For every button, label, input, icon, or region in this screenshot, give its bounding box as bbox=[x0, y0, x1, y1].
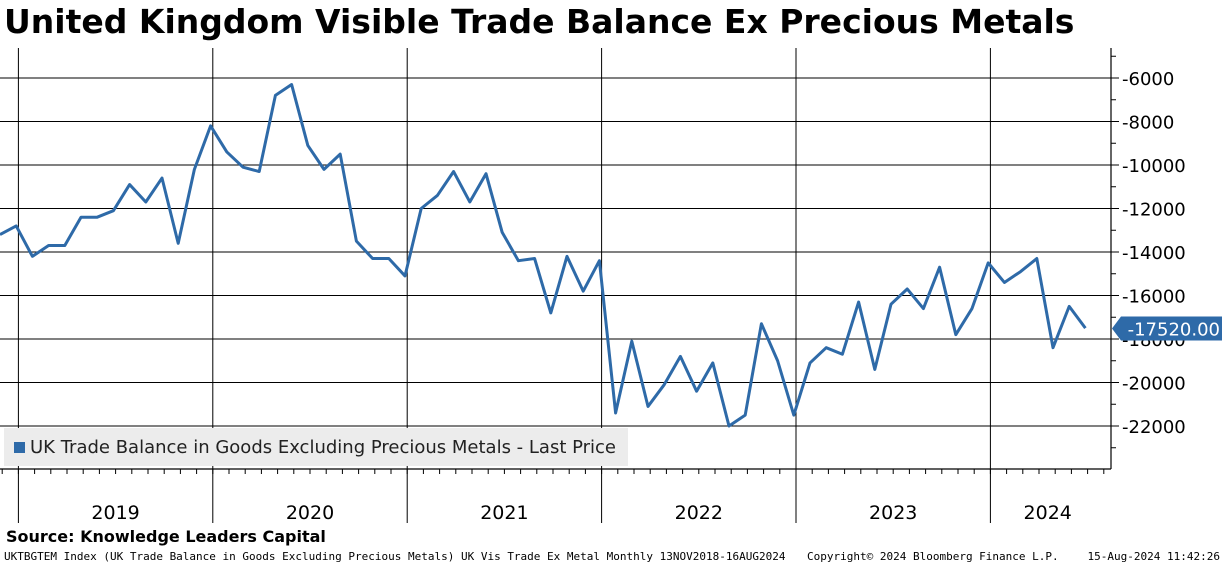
legend-entry-label: UK Trade Balance in Goods Excluding Prec… bbox=[30, 436, 617, 458]
y-tick-label: -10000 bbox=[1122, 156, 1186, 177]
x-tick-label: 2024 bbox=[1024, 502, 1072, 524]
y-tick-label: -6000 bbox=[1122, 69, 1174, 90]
source-note: Source: Knowledge Leaders Capital bbox=[6, 527, 326, 546]
y-tick-label: -8000 bbox=[1122, 113, 1174, 134]
legend-swatch bbox=[14, 441, 25, 453]
last-value-label-group: -17520.00 bbox=[1112, 316, 1222, 341]
x-tick-label: 2022 bbox=[675, 502, 723, 524]
last-value-label: -17520.00 bbox=[1128, 320, 1220, 341]
y-tick-label: -14000 bbox=[1122, 243, 1186, 264]
chart-title: United Kingdom Visible Trade Balance Ex … bbox=[4, 2, 1075, 41]
series-line bbox=[0, 83, 1087, 428]
x-tick-label: 2021 bbox=[480, 502, 528, 524]
x-axis: 2019 2020 2021 2022 2023 2024 bbox=[0, 468, 1111, 524]
legend: UK Trade Balance in Goods Excluding Prec… bbox=[4, 428, 629, 466]
series-line-group bbox=[0, 83, 1087, 428]
y-tick-label: -20000 bbox=[1122, 374, 1186, 395]
y-tick-label: -22000 bbox=[1122, 417, 1186, 438]
x-tick-label: 2019 bbox=[91, 502, 139, 524]
footer-timestamp: 15-Aug-2024 11:42:26 bbox=[1087, 550, 1220, 563]
y-tick-label: -16000 bbox=[1122, 287, 1186, 308]
footer-ticker-description: UKTBGTEM Index (UK Trade Balance in Good… bbox=[4, 550, 786, 563]
x-tick-label: 2020 bbox=[286, 502, 334, 524]
last-value-tag bbox=[1112, 316, 1222, 341]
y-axis: -6000-8000-10000-12000-14000-16000-18000… bbox=[1110, 48, 1186, 469]
y-tick-label: -12000 bbox=[1122, 200, 1186, 221]
x-tick-label: 2023 bbox=[869, 502, 917, 524]
footer-copyright: Copyright© 2024 Bloomberg Finance L.P. bbox=[807, 550, 1059, 563]
